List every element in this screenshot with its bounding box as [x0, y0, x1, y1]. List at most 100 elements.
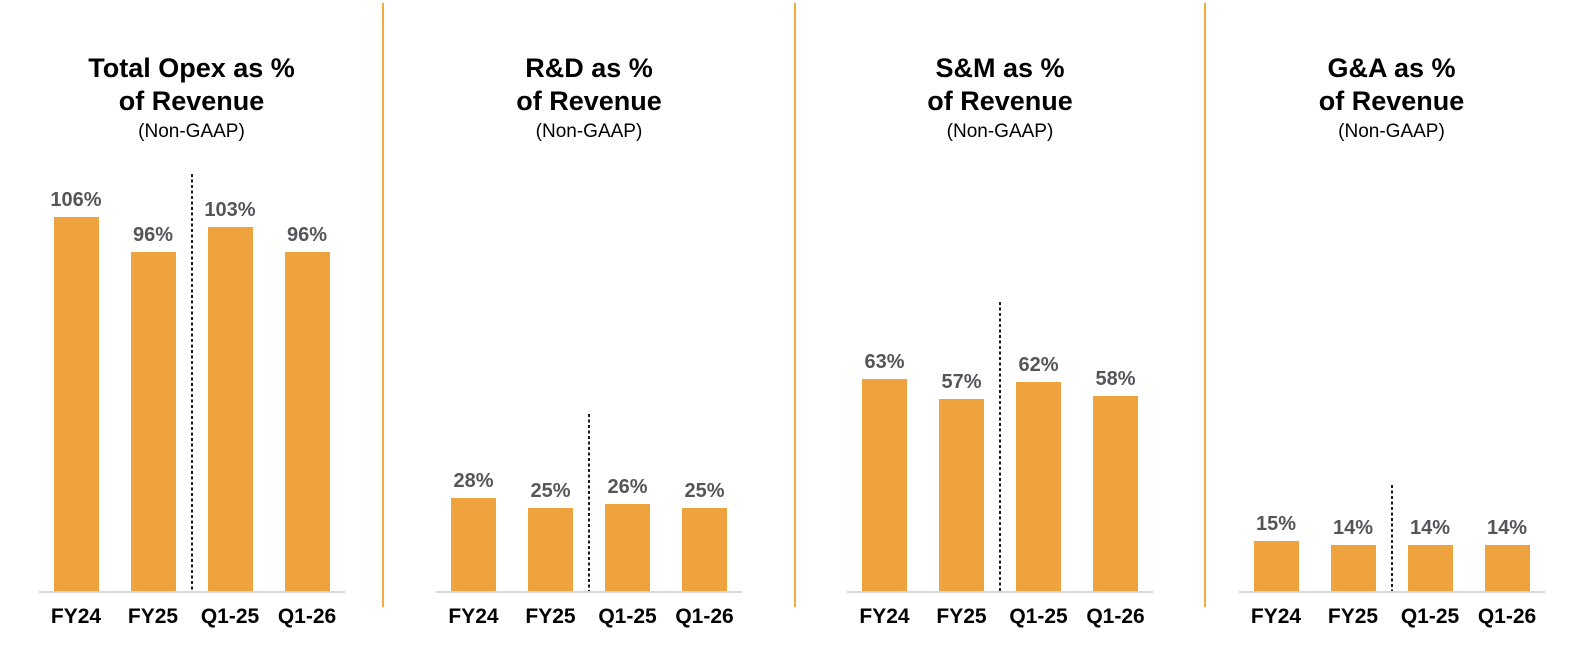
bar-cell: 96% — [130, 169, 176, 591]
x-axis-label: FY25 — [127, 605, 179, 628]
bar-value-label: 14% — [1486, 516, 1528, 539]
bar-value-label: 106% — [50, 188, 102, 211]
chart-panel: R&D as % of Revenue (Non-GAAP) 28% 25% 26%… — [383, 0, 795, 658]
x-axis-label: Q1-25 — [200, 605, 260, 628]
bar-group: 15% 14% 14% 14% — [1238, 169, 1545, 593]
bar-cell: 57% — [939, 169, 984, 591]
bar-value-label: 14% — [1332, 516, 1374, 539]
bar-cell: 14% — [1330, 169, 1376, 591]
bar-value-label: 15% — [1255, 513, 1297, 536]
plot-area: 106% 96% 103% 96% — [0, 169, 383, 593]
bar-fy24 — [862, 379, 907, 591]
bar-value-label: 57% — [941, 371, 982, 394]
bar-q1-25 — [1407, 544, 1453, 591]
chart-title-line2: of Revenue — [118, 86, 265, 116]
chart-header: Total Opex as % of Revenue (Non-GAAP) — [0, 0, 383, 169]
bar-fy24 — [451, 497, 496, 591]
bar-group: 28% 25% 26% 25% — [436, 169, 742, 593]
chart-panel: G&A as % of Revenue (Non-GAAP) 15% 14% 14%… — [1205, 0, 1578, 658]
bar-value-label: 62% — [1018, 354, 1059, 377]
x-axis-label-cell: FY24 — [51, 605, 101, 629]
chart-header: R&D as % of Revenue (Non-GAAP) — [383, 0, 795, 169]
panel-divider-line — [382, 3, 384, 607]
chart-title-line1: G&A as % — [1327, 53, 1456, 83]
bar-q1-25 — [605, 504, 650, 591]
bar-cell: 25% — [682, 169, 727, 591]
bar-fy24 — [1253, 541, 1299, 591]
chart-header: S&M as % of Revenue (Non-GAAP) — [795, 0, 1205, 169]
bar-q1-26 — [682, 507, 727, 591]
bar-cell: 14% — [1484, 169, 1530, 591]
x-axis-label-cell: Q1-25 — [1401, 605, 1459, 629]
chart-title: Total Opex as % of Revenue — [0, 52, 383, 118]
bar-q1-26 — [1484, 544, 1530, 591]
x-axis-label-cell: Q1-25 — [201, 605, 259, 629]
bar-q1-25 — [207, 227, 253, 591]
x-axis-label: FY25 — [936, 605, 987, 628]
x-axis-label: Q1-25 — [1400, 605, 1460, 628]
bar-value-label: 26% — [607, 476, 648, 499]
period-separator-dotted-line — [999, 302, 1001, 591]
bar-fy25 — [939, 399, 984, 591]
x-axis-labels: FY24 FY25 Q1-25 Q1-26 — [847, 605, 1153, 629]
x-axis-label: FY25 — [1327, 605, 1379, 628]
period-separator-dotted-line — [1390, 485, 1393, 591]
bar-cell: 63% — [862, 169, 907, 591]
x-axis-label: Q1-25 — [598, 605, 657, 628]
x-axis-label: FY24 — [859, 605, 910, 628]
bar-value-label: 103% — [204, 199, 256, 222]
plot-area: 15% 14% 14% 14% — [1205, 169, 1578, 593]
x-axis-label-cell: FY25 — [936, 605, 987, 629]
bar-q1-25 — [1016, 382, 1061, 591]
bar-cell: 25% — [528, 169, 573, 591]
x-axis-label-cell: FY25 — [525, 605, 576, 629]
bar-cell: 15% — [1253, 169, 1299, 591]
x-axis-label-cell: Q1-26 — [675, 605, 733, 629]
plot-area: 63% 57% 62% 58% — [795, 169, 1205, 593]
x-axis-label: FY24 — [448, 605, 499, 628]
x-axis-labels: FY24 FY25 Q1-25 Q1-26 — [436, 605, 742, 629]
bar-value-label: 14% — [1409, 516, 1451, 539]
x-axis-label-cell: FY25 — [1327, 605, 1379, 629]
chart-subtitle: (Non-GAAP) — [1338, 121, 1445, 142]
bar-q1-26 — [284, 251, 330, 591]
chart-title: G&A as % of Revenue — [1205, 52, 1578, 118]
plot-area: 28% 25% 26% 25% — [383, 169, 795, 593]
x-axis-label: FY25 — [525, 605, 576, 628]
chart-title-line2: of Revenue — [516, 86, 662, 116]
bar-group: 63% 57% 62% 58% — [847, 169, 1153, 593]
x-axis-label-cell: Q1-26 — [1086, 605, 1144, 629]
chart-subtitle: (Non-GAAP) — [138, 121, 245, 142]
x-axis-label-cell: Q1-26 — [278, 605, 336, 629]
x-axis-labels: FY24 FY25 Q1-25 Q1-26 — [1239, 605, 1545, 629]
x-axis-label-cell: FY25 — [127, 605, 179, 629]
chart-title-line1: Total Opex as % — [88, 53, 295, 83]
chart-panel: Total Opex as % of Revenue (Non-GAAP) 10… — [0, 0, 383, 658]
x-axis-label: Q1-26 — [1086, 605, 1145, 628]
bar-q1-26 — [1093, 395, 1138, 591]
x-axis-label-cell: FY24 — [859, 605, 910, 629]
panel-divider-line — [794, 3, 796, 607]
bar-value-label: 58% — [1095, 367, 1136, 390]
bar-cell: 96% — [284, 169, 330, 591]
x-axis-label-cell: Q1-25 — [1009, 605, 1067, 629]
x-axis-label-cell: FY24 — [1251, 605, 1301, 629]
bar-cell: 106% — [50, 169, 102, 591]
x-axis-label: Q1-26 — [1477, 605, 1537, 628]
chart-subtitle: (Non-GAAP) — [946, 121, 1054, 142]
chart-panel: S&M as % of Revenue (Non-GAAP) 63% 57% 62%… — [795, 0, 1205, 658]
bar-value-label: 96% — [132, 223, 174, 246]
bar-value-label: 25% — [530, 479, 571, 502]
chart-title-line2: of Revenue — [927, 86, 1073, 116]
period-separator-dotted-line — [588, 414, 590, 591]
bar-value-label: 96% — [286, 223, 328, 246]
bar-value-label: 28% — [453, 469, 494, 492]
chart-title: R&D as % of Revenue — [383, 52, 795, 118]
chart-title-line1: R&D as % — [525, 53, 653, 83]
bar-fy25 — [130, 251, 176, 591]
bar-fy24 — [53, 216, 99, 591]
bar-fy25 — [528, 507, 573, 591]
chart-title-line2: of Revenue — [1318, 86, 1465, 116]
x-axis-label-cell: Q1-25 — [598, 605, 656, 629]
bar-fy25 — [1330, 544, 1376, 591]
